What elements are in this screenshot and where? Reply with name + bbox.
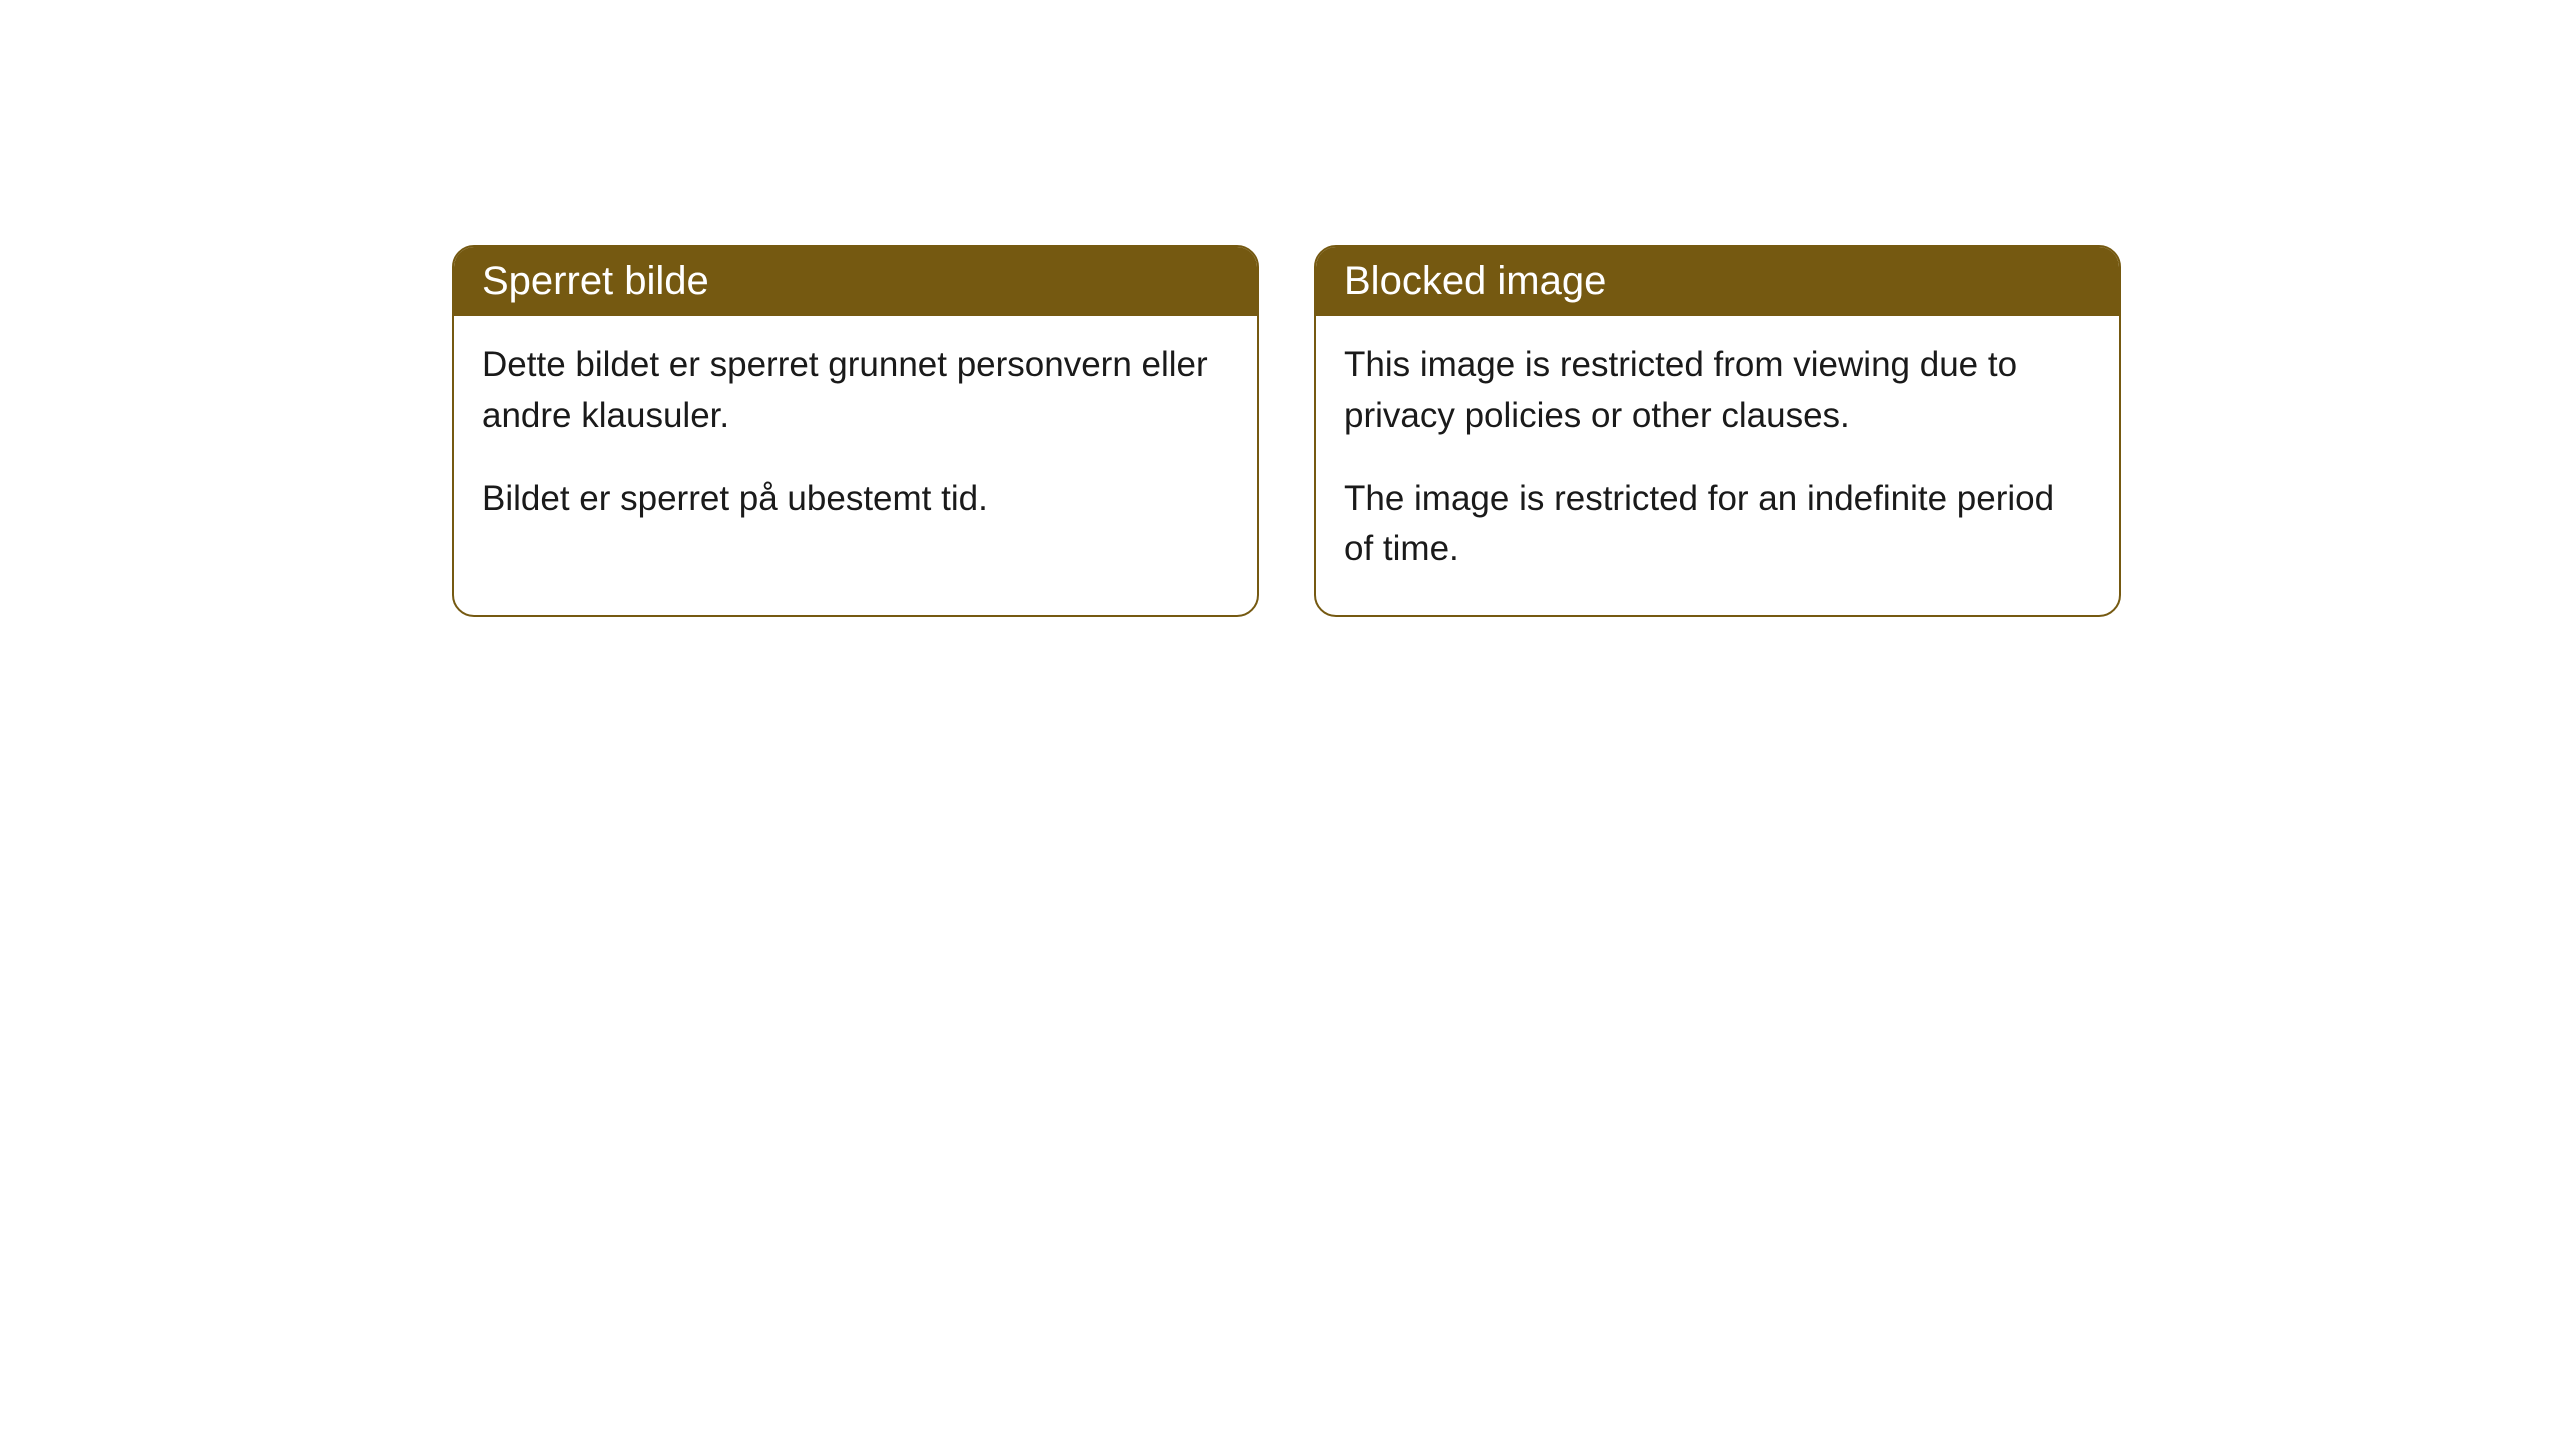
blocked-image-card-english: Blocked image This image is restricted f… bbox=[1314, 245, 2121, 617]
card-paragraph: Dette bildet er sperret grunnet personve… bbox=[482, 340, 1229, 442]
card-title: Blocked image bbox=[1344, 259, 1606, 303]
card-body-english: This image is restricted from viewing du… bbox=[1316, 316, 2119, 615]
blocked-image-card-norwegian: Sperret bilde Dette bildet er sperret gr… bbox=[452, 245, 1259, 617]
notice-cards-container: Sperret bilde Dette bildet er sperret gr… bbox=[452, 245, 2560, 617]
card-body-norwegian: Dette bildet er sperret grunnet personve… bbox=[454, 316, 1257, 564]
card-paragraph: This image is restricted from viewing du… bbox=[1344, 340, 2091, 442]
card-header-english: Blocked image bbox=[1316, 247, 2119, 316]
card-paragraph: Bildet er sperret på ubestemt tid. bbox=[482, 474, 1229, 525]
card-header-norwegian: Sperret bilde bbox=[454, 247, 1257, 316]
card-title: Sperret bilde bbox=[482, 259, 709, 303]
card-paragraph: The image is restricted for an indefinit… bbox=[1344, 474, 2091, 576]
